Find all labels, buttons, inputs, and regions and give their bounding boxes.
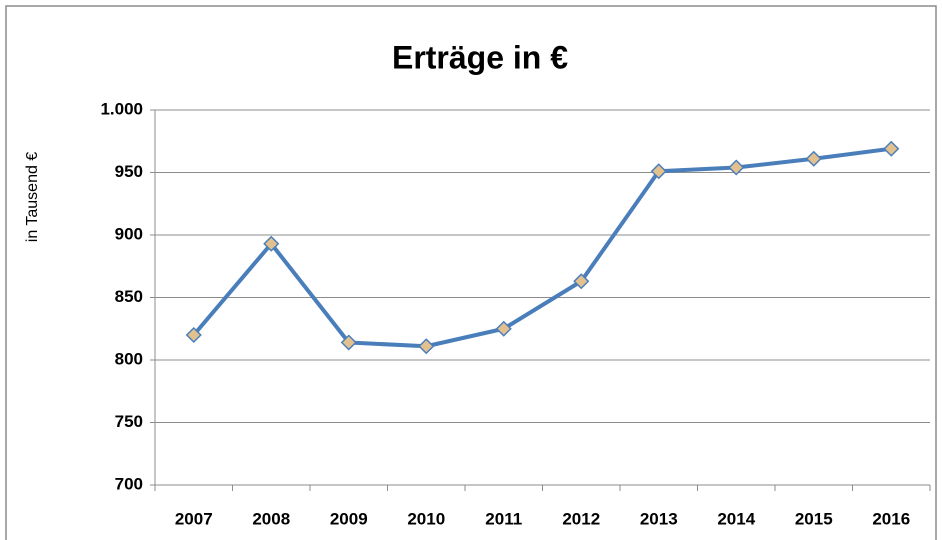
x-tick-label: 2015 <box>795 509 833 528</box>
x-tick-label: 2011 <box>485 509 522 528</box>
x-tick-label: 2016 <box>872 509 910 528</box>
x-tick-label: 2007 <box>175 509 213 528</box>
x-tick-label: 2010 <box>407 509 445 528</box>
y-tick-label: 700 <box>115 474 143 493</box>
marker <box>340 334 357 351</box>
marker <box>495 320 512 337</box>
marker <box>418 338 435 355</box>
data-line <box>192 146 892 349</box>
x-tick-label: 2012 <box>562 509 600 528</box>
chart-title: Erträge in € <box>392 39 568 75</box>
y-axis-label: in Tausend € <box>24 152 41 243</box>
x-tick-label: 2014 <box>717 509 755 528</box>
y-tick-label: 1.000 <box>100 99 143 118</box>
x-tick-label: 2008 <box>252 509 290 528</box>
y-tick-label: 850 <box>115 287 143 306</box>
marker <box>573 273 590 290</box>
y-tick-label: 900 <box>115 224 143 243</box>
marker <box>263 235 280 252</box>
marker <box>650 163 667 180</box>
marker <box>185 326 202 344</box>
marker <box>883 140 900 157</box>
x-tick-label: 2009 <box>330 509 368 528</box>
marker <box>728 159 745 176</box>
x-tick-label: 2013 <box>640 509 678 528</box>
y-tick-label: 950 <box>115 162 143 181</box>
marker <box>805 150 822 167</box>
chart-frame <box>5 5 937 540</box>
y-tick-label: 800 <box>115 349 143 368</box>
y-tick-label: 750 <box>115 412 143 431</box>
